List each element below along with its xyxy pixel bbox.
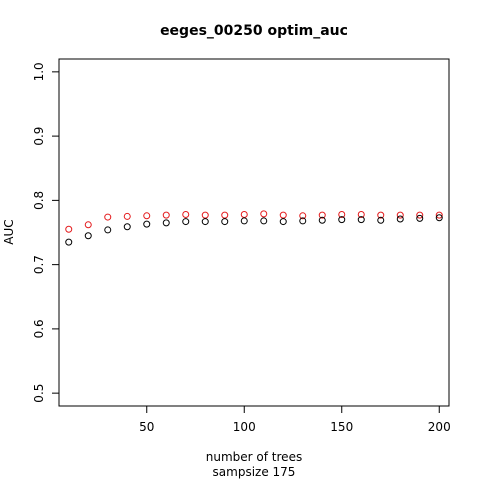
red-point [318,211,326,219]
black-point [162,219,170,227]
black-point [338,216,346,224]
black-point [84,232,92,240]
y-tick-label: 0.9 [32,127,46,146]
red-point [162,211,170,219]
black-point [299,217,307,225]
black-point [240,217,248,225]
x-axis: 50 100 150 200 [139,406,451,434]
black-point [357,216,365,224]
y-tick-label: 0.5 [32,384,46,403]
y-axis-label: AUC [2,219,16,244]
black-point [435,214,443,222]
y-tick-label: 0.7 [32,255,46,274]
plot-frame [58,58,450,407]
red-point [396,211,404,219]
red-point [299,212,307,220]
red-point [416,211,424,219]
black-point [123,223,131,231]
red-point [435,211,443,219]
red-point [338,211,346,219]
chart-title: eeges_00250 optim_auc [160,23,348,39]
black-point [416,214,424,222]
x-tick-label: 200 [428,420,451,434]
black-point [221,218,229,226]
y-axis: 0.5 0.6 0.7 0.8 0.9 1.0 [32,62,59,403]
red-point [357,211,365,219]
black-point [201,218,209,226]
black-point [182,218,190,226]
y-tick-label: 0.8 [32,191,46,210]
x-axis-label: number of trees [206,450,302,464]
black-point [104,226,112,234]
red-point [377,211,385,219]
black-point [396,215,404,223]
black-point [318,216,326,224]
red-point [260,210,268,218]
red-point [123,212,131,220]
black-point [279,218,287,226]
x-tick-label: 50 [139,420,154,434]
black-point [377,216,385,224]
y-tick-label: 1.0 [32,62,46,81]
data-points [65,210,443,246]
x-tick-label: 150 [330,420,353,434]
x-tick-label: 100 [233,420,256,434]
x-axis-sublabel: sampsize 175 [213,465,296,479]
red-point [104,213,112,221]
red-point [182,211,190,219]
black-point [143,220,151,228]
black-point [260,217,268,225]
red-point [65,225,73,233]
red-point [143,212,151,220]
y-tick-label: 0.6 [32,319,46,338]
black-point [65,238,73,246]
red-point [84,221,92,229]
